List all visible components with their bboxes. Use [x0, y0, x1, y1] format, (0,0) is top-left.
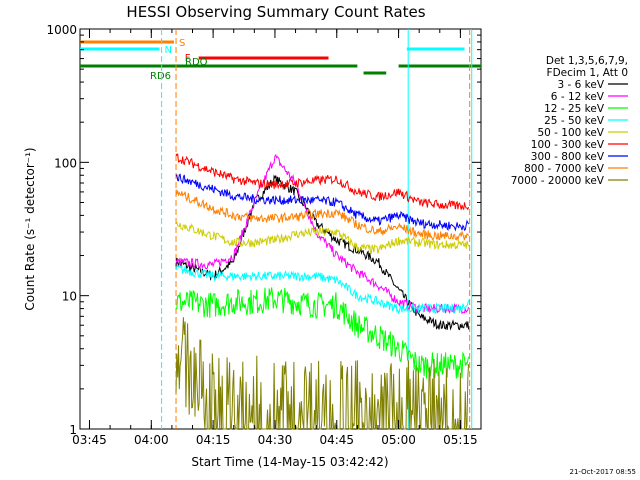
flag-label-s: S: [179, 38, 185, 49]
legend-entry-label: 3 - 6 keV: [557, 79, 604, 91]
legend-title-line: FDecim 1, Att 0: [547, 67, 628, 79]
legend-title-line: Det 1,3,5,6,7,9,: [546, 55, 628, 67]
legend-entry-label: 50 - 100 keV: [537, 127, 604, 139]
plot-frame: [79, 28, 482, 430]
series-line: [175, 174, 470, 331]
legend-entry-label: 7000 - 20000 keV: [511, 175, 605, 187]
x-tick-label: 04:30: [258, 433, 293, 447]
series-line: [175, 153, 470, 315]
x-tick-label: 05:15: [443, 433, 478, 447]
x-tick-label: 04:45: [319, 433, 354, 447]
series-line: [175, 152, 470, 211]
series-line: [175, 173, 470, 232]
y-tick-label: 10: [62, 290, 77, 304]
series-line: [175, 220, 470, 254]
x-tick-label: 04:15: [196, 433, 231, 447]
series-line: [175, 263, 470, 315]
x-tick-label: 04:00: [134, 433, 169, 447]
legend-entry-label: 12 - 25 keV: [544, 103, 605, 115]
legend-entry-label: 800 - 7000 keV: [524, 163, 605, 175]
y-tick-label: 100: [54, 156, 77, 170]
y-tick-label: 1000: [46, 23, 77, 37]
x-tick-label: 05:00: [381, 433, 416, 447]
flag-label-rdo: RDO: [185, 57, 208, 68]
legend-entry-label: 6 - 12 keV: [551, 91, 605, 103]
axes: 03:45 04:00 04:15 04:30 04:45 05:00 05:15 1 10 10…: [46, 23, 482, 447]
series-line: [175, 317, 470, 430]
flag-label-n: N: [165, 45, 172, 56]
legend-entry-label: 300 - 800 keV: [531, 151, 605, 163]
flag-label-f: F: [185, 53, 191, 64]
series-line: [176, 287, 470, 379]
series-lines: [175, 152, 470, 430]
legend: Det 1,3,5,6,7,9,FDecim 1, Att 03 - 6 keV…: [511, 55, 628, 187]
x-axis-label: Start Time (14-May-15 03:42:42): [191, 455, 388, 469]
legend-entry-label: 25 - 50 keV: [544, 115, 605, 127]
chart-title: HESSI Observing Summary Count Rates: [126, 3, 425, 21]
x-tick-label: 03:45: [72, 433, 107, 447]
flag-label-rd6: RD6: [150, 71, 171, 82]
y-axis-label: Count Rate (s⁻¹ detector⁻¹): [23, 147, 37, 310]
series-line: [175, 189, 470, 242]
legend-entry-label: 100 - 300 keV: [531, 139, 605, 151]
vertical-markers: [161, 29, 473, 429]
y-tick-label: 1: [69, 423, 77, 437]
date-stamp: 21-Oct-2017 08:55: [570, 468, 636, 476]
